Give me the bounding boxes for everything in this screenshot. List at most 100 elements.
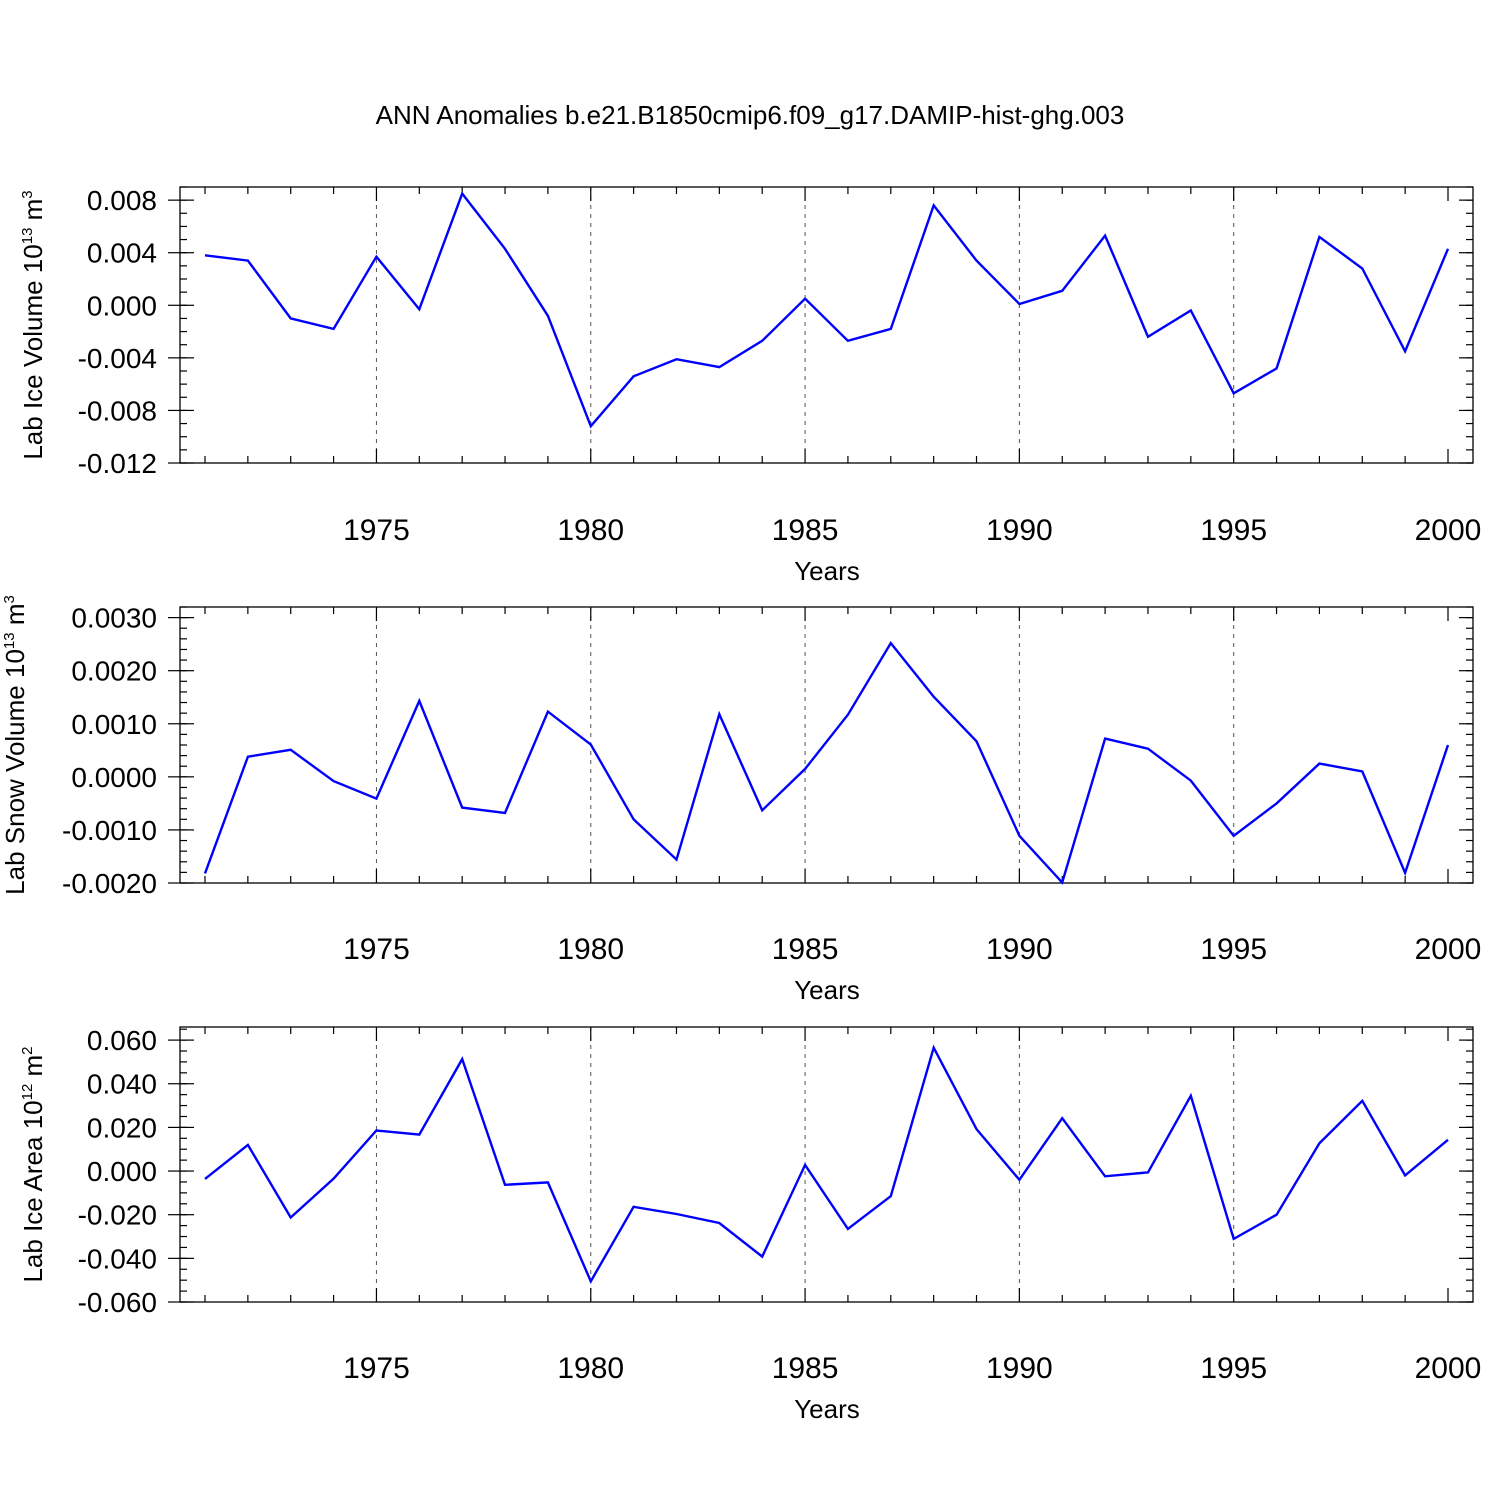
data-point-1993 [1146,335,1150,339]
data-point-1987 [889,327,893,331]
data-point-1977 [460,806,464,810]
data-point-1998 [1360,1099,1364,1103]
data-point-1971 [203,1177,207,1181]
y-axis-label-main: Lab Ice Area 10 [18,1100,48,1282]
data-point-1995 [1232,834,1236,838]
data-point-1985 [803,767,807,771]
data-point-1979 [546,1180,550,1184]
data-point-1999 [1403,871,1407,875]
y-axis-label-exponent: 13 [19,228,36,245]
data-point-1990 [1017,834,1021,838]
data-point-1983 [717,712,721,716]
x-axis-label: Years [794,1394,860,1424]
series-line [204,1044,1449,1284]
plot-frame [179,1026,1474,1303]
y-tick-label: 0.000 [87,1156,157,1187]
series-line [203,641,1450,885]
data-point-1979 [546,314,550,318]
x-tick-label-1990: 1990 [986,933,1053,966]
data-point-1975 [374,255,378,259]
plot-frame [179,606,1474,884]
data-point-1994 [1189,779,1193,783]
data-point-1972 [246,259,250,263]
data-point-1983 [717,1221,721,1225]
data-point-1980 [589,742,593,746]
data-point-1973 [289,748,293,752]
data-point-1991 [1060,1116,1064,1120]
y-axis-label-exponent: 13 [1,632,18,649]
data-point-1992 [1103,1174,1107,1178]
data-point-1972 [246,1143,250,1147]
y-axis-label: Lab Snow Volume 1013 m3 [0,595,30,895]
data-point-1996 [1275,801,1279,805]
data-point-1995 [1232,391,1236,395]
y-tick-label: -0.020 [78,1200,157,1231]
data-point-2000 [1446,1138,1450,1142]
panel-2: 0.0030 0.0020 0.0010 0.0000 -0.0010 -0.0020 19… [0,595,1481,1005]
data-point-1984 [760,1255,764,1259]
x-tick-label-1975: 1975 [343,933,410,966]
data-point-1996 [1275,366,1279,370]
x-tick-label-1990: 1990 [986,1352,1053,1385]
data-point-1971 [203,253,207,257]
x-tick-label-1975: 1975 [343,1352,410,1385]
data-point-1982 [674,357,678,361]
data-point-1991 [1060,289,1064,293]
y-axis-label-main: Lab Ice Volume 10 [18,244,48,459]
x-tick-label-1990: 1990 [986,514,1053,547]
data-point-1982 [674,858,678,862]
data-point-1978 [503,247,507,251]
y-tick-label: -0.008 [78,395,157,426]
data-point-1990 [1017,302,1021,306]
data-point-1981 [632,817,636,821]
data-point-1974 [332,779,336,783]
data-point-1997 [1317,1141,1321,1145]
x-tick-label-2000: 2000 [1415,514,1482,547]
y-axis-label-unit-exponent: 2 [19,1046,36,1054]
y-axis-label-unit: m [0,604,30,633]
data-point-1976 [417,307,421,311]
x-tick-label-1995: 1995 [1200,933,1267,966]
data-point-1989 [975,739,979,743]
x-tick-label-1980: 1980 [557,1352,624,1385]
y-axis-label-exponent: 12 [19,1084,36,1101]
data-point-1997 [1317,762,1321,766]
chart-title: ANN Anomalies b.e21.B1850cmip6.f09_g17.D… [376,100,1125,130]
data-point-1990 [1017,1178,1021,1182]
x-axis-label: Years [794,556,860,586]
x-tick-label-1975: 1975 [343,514,410,547]
y-tick-label: 0.040 [87,1069,157,1100]
data-point-1986 [846,339,850,343]
data-point-1972 [246,755,250,759]
data-point-1980 [589,1279,593,1283]
y-axis-label-unit: m [18,199,48,228]
data-point-1974 [332,1177,336,1181]
data-point-1988 [932,695,936,699]
x-axis-label: Years [794,975,860,1005]
data-point-1979 [546,710,550,714]
data-point-1999 [1403,1173,1407,1177]
x-tick-label-2000: 2000 [1415,1352,1482,1385]
y-tick-label: 0.0030 [71,603,157,634]
y-axis-label-unit: m [18,1055,48,1084]
data-point-1983 [717,365,721,369]
data-point-2000 [1446,743,1450,747]
y-axis-label-unit-exponent: 3 [1,595,18,603]
panel-1: 0.008 0.004 0.000 -0.004 -0.008 -0.012 1975 198… [18,185,1481,586]
y-tick-label: 0.0020 [71,656,157,687]
data-point-1974 [332,327,336,331]
y-axis-label-unit-exponent: 3 [19,190,36,198]
y-tick-label: 0.000 [87,290,157,321]
data-point-1989 [975,1127,979,1131]
data-point-1986 [846,713,850,717]
y-tick-label: 0.004 [87,238,157,269]
data-point-2000 [1446,247,1450,251]
x-tick-label-1980: 1980 [557,514,624,547]
data-point-1971 [203,871,207,875]
y-tick-label: 0.008 [87,185,157,216]
data-point-1996 [1275,1213,1279,1217]
x-tick-label-1980: 1980 [557,933,624,966]
y-tick-label: 0.0000 [71,762,157,793]
data-point-1980 [589,424,593,428]
